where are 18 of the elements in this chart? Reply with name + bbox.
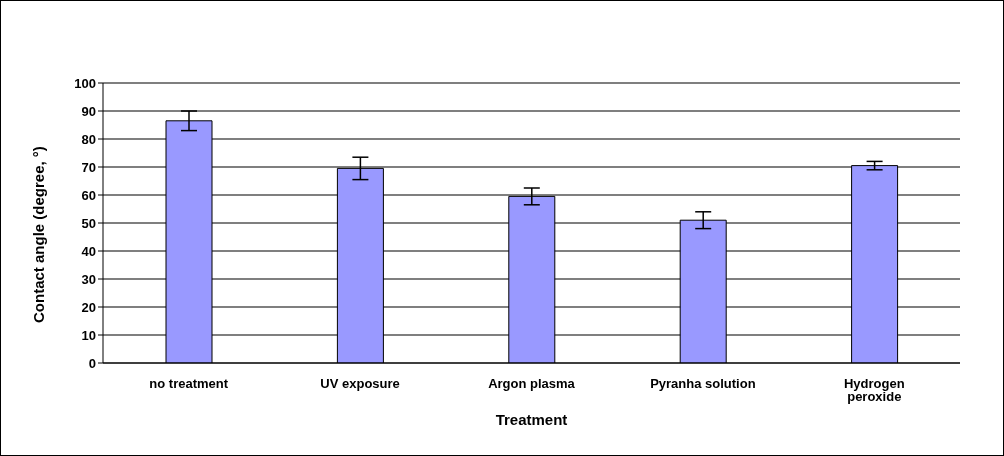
y-tick-label: 20: [81, 299, 96, 315]
y-tick-label: 10: [81, 327, 96, 343]
y-axis-title: Contact angle (degree, °): [30, 146, 48, 323]
y-tick-label: 80: [81, 131, 96, 147]
y-tick-label: 30: [81, 271, 96, 287]
y-tick-label: 90: [81, 103, 96, 119]
x-tick-label: Hydrogen peroxide: [843, 376, 905, 405]
x-tick-label: Argon plasma: [488, 376, 576, 392]
y-tick-label: 100: [74, 75, 96, 91]
y-tick-label: 0: [88, 355, 96, 371]
y-tick-label: 60: [81, 187, 96, 203]
y-tick-label: 40: [81, 243, 96, 259]
x-tick-label: Pyranha solution: [650, 376, 756, 392]
y-tick-label: 70: [81, 159, 96, 175]
x-axis-title: Treatment: [495, 411, 568, 428]
y-tick-label: 50: [81, 215, 96, 231]
x-tick-label: UV exposure: [320, 376, 400, 392]
x-tick-label: no treatment: [149, 376, 229, 392]
